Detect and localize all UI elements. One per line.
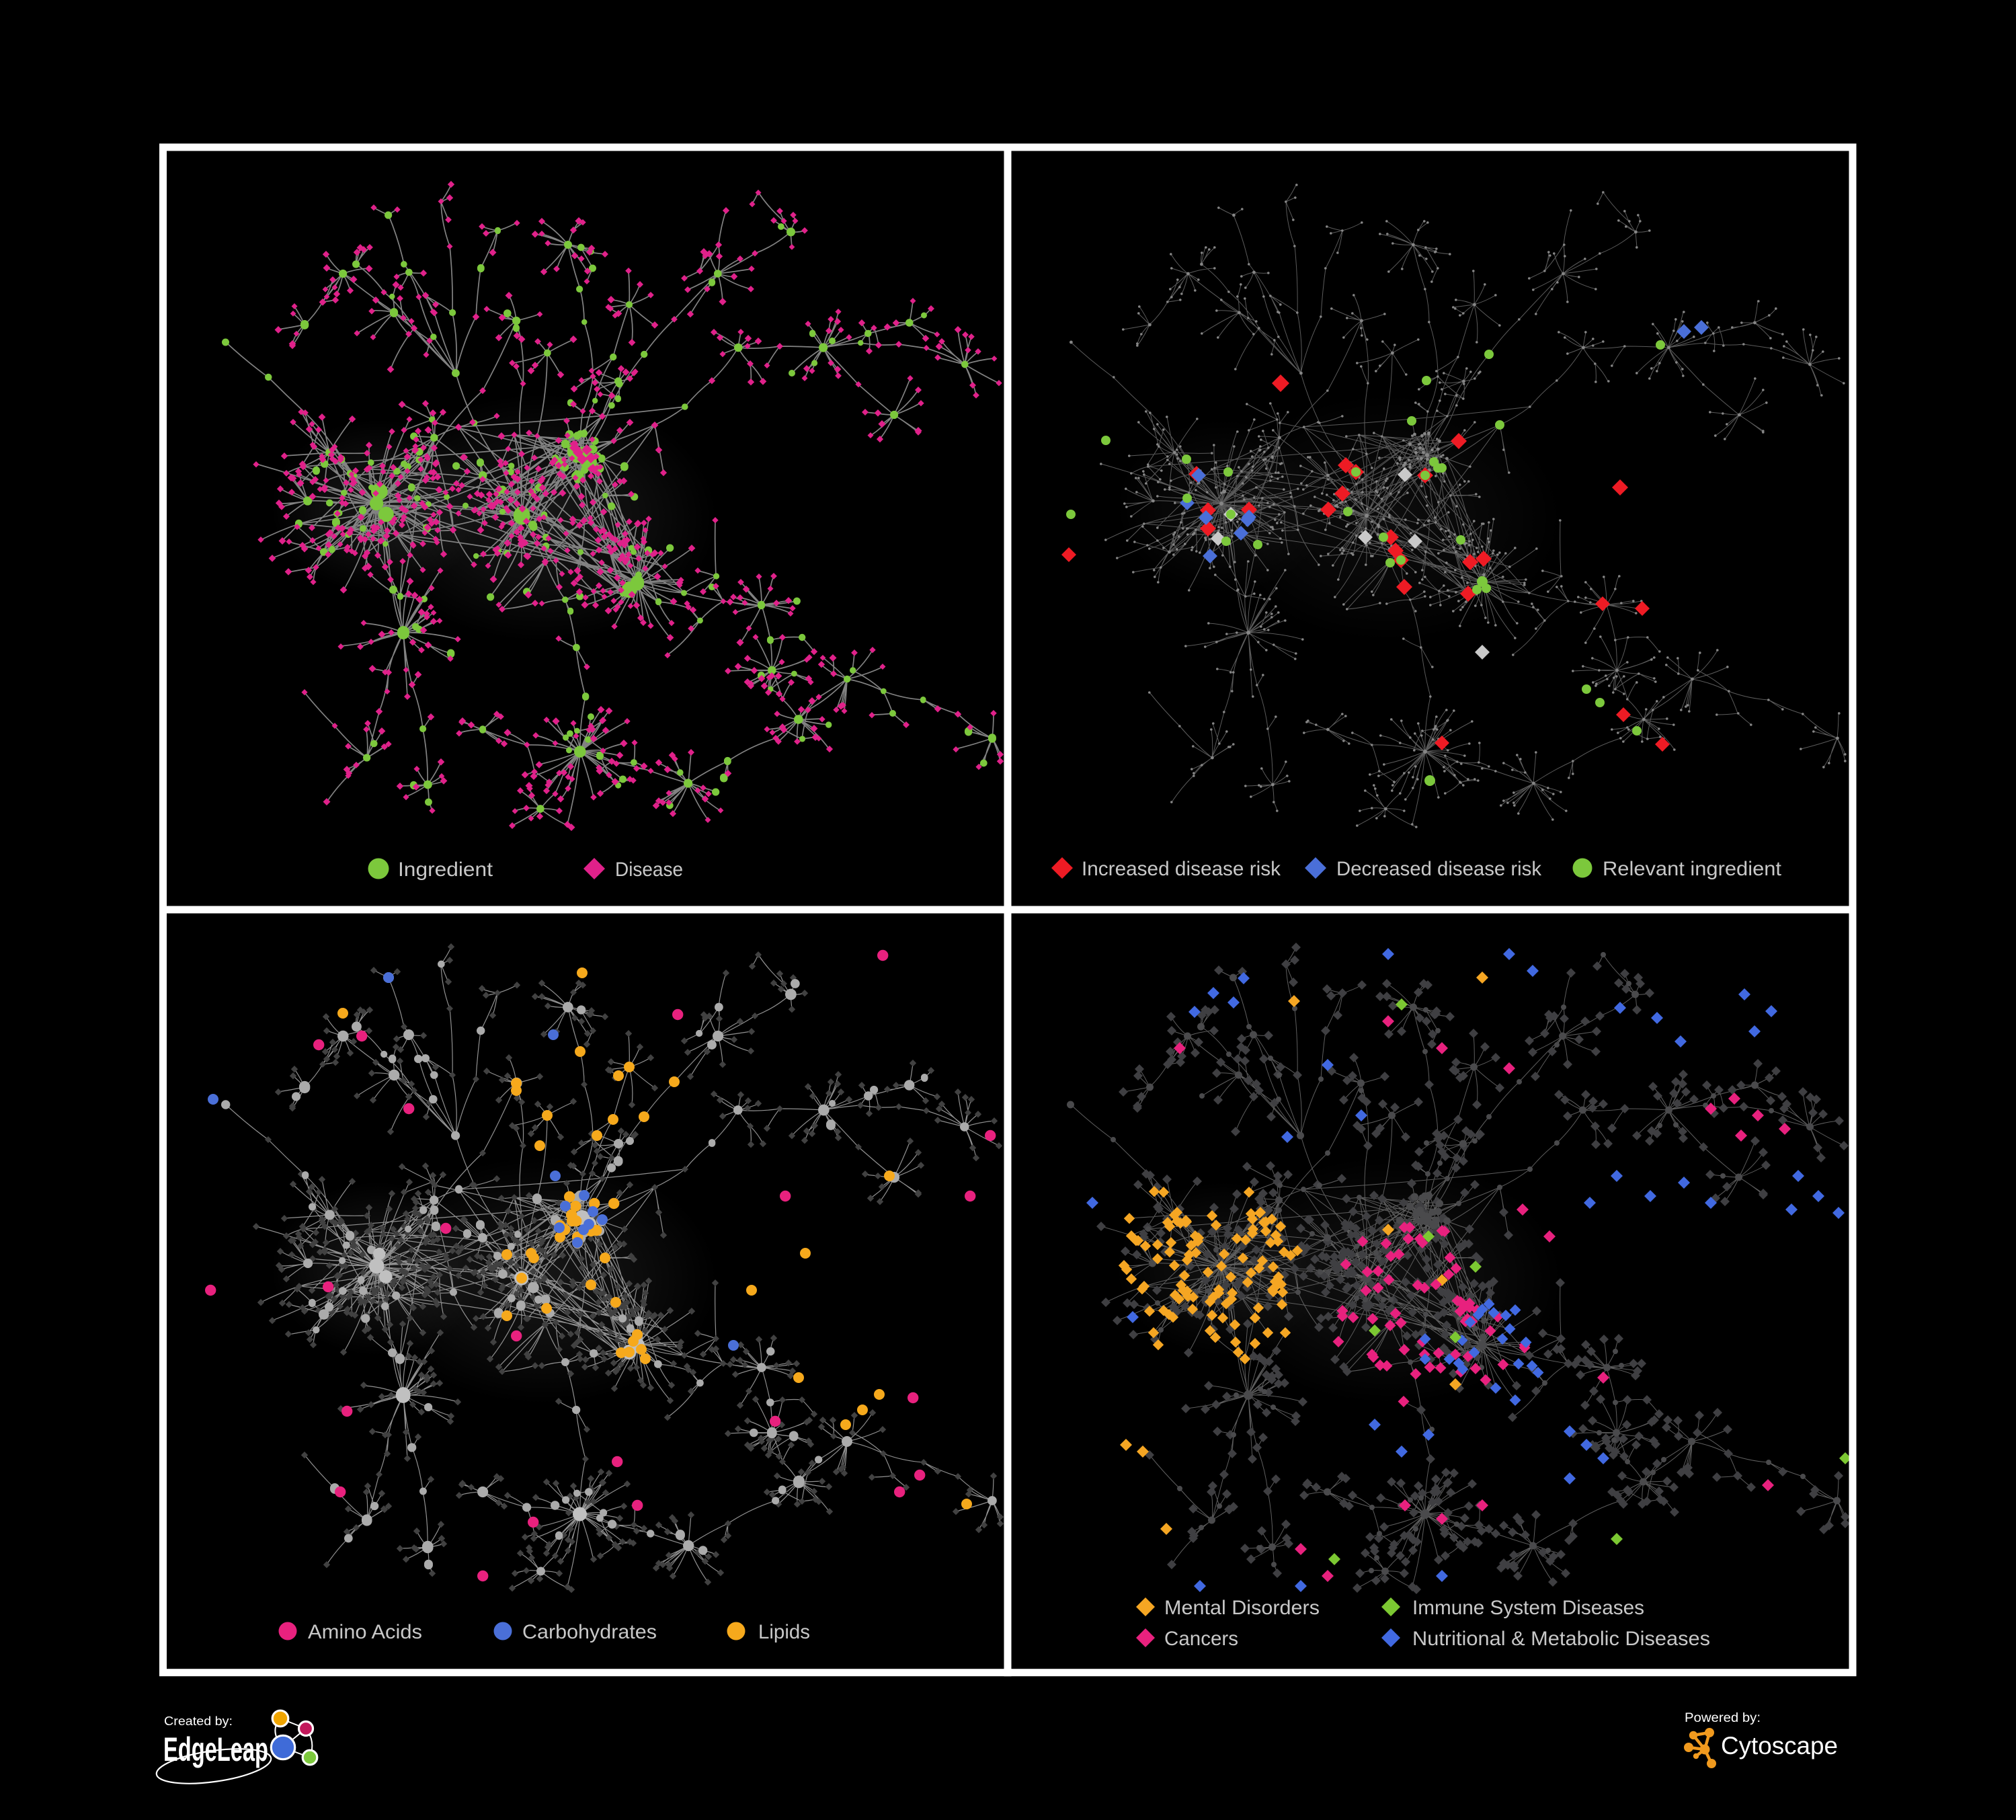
svg-text:Nutritional & Metabolic Diseas: Nutritional & Metabolic Diseases (1412, 1628, 1710, 1650)
svg-text:Powered by:: Powered by: (1685, 1711, 1761, 1725)
svg-text:Created by:: Created by: (164, 1714, 233, 1728)
svg-text:Amino Acids: Amino Acids (308, 1621, 422, 1643)
svg-text:Cancers: Cancers (1164, 1628, 1238, 1650)
svg-text:Decreased disease risk: Decreased disease risk (1336, 858, 1542, 880)
svg-text:Immune System Diseases: Immune System Diseases (1412, 1597, 1644, 1619)
svg-text:Ingredient: Ingredient (398, 859, 493, 881)
svg-text:Lipids: Lipids (758, 1621, 810, 1643)
svg-text:Cytoscape: Cytoscape (1721, 1732, 1838, 1759)
svg-text:Increased disease risk: Increased disease risk (1082, 858, 1281, 880)
svg-text:Disease: Disease (615, 859, 683, 881)
svg-text:Mental Disorders: Mental Disorders (1164, 1597, 1320, 1619)
svg-text:Carbohydrates: Carbohydrates (522, 1621, 657, 1643)
svg-text:Relevant ingredient: Relevant ingredient (1603, 858, 1782, 880)
